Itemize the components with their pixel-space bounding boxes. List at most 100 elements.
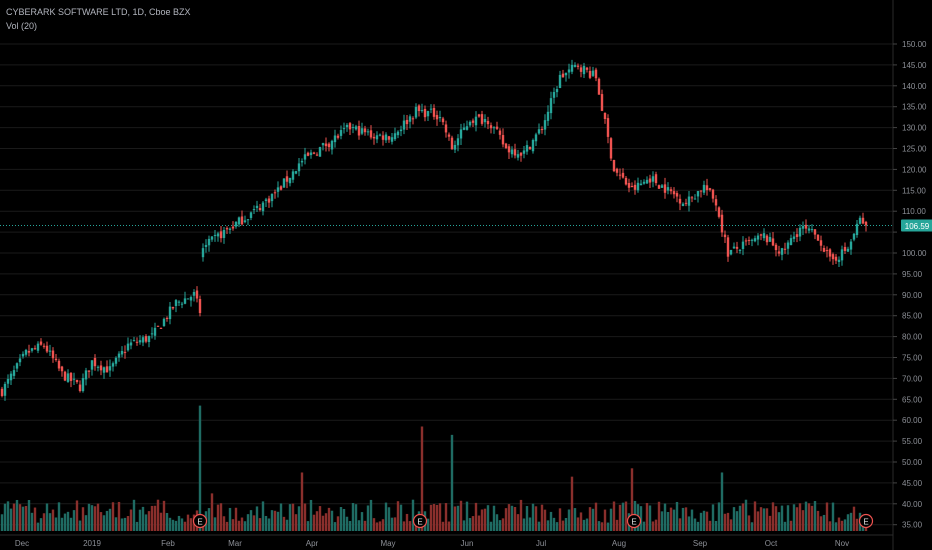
volume-bar [165,512,169,531]
price-tick-label: 65.00 [902,395,923,404]
candle-body [570,64,574,72]
volume-bar [288,504,292,531]
candle-body [540,129,544,131]
volume-bar [273,510,277,531]
volume-bar [327,507,331,531]
volume-bar [717,502,721,531]
candle-body [261,202,265,212]
price-tick-label: 145.00 [902,61,927,70]
earnings-marker-label: E [417,518,422,527]
volume-bar [399,504,403,531]
earnings-marker[interactable] [858,513,874,529]
candle-body [780,248,784,255]
candle-body [192,292,196,296]
candle-body [588,70,592,78]
candle-body [768,236,772,242]
candle-body [600,94,604,111]
candle-body [495,126,499,129]
candle-body [255,205,259,209]
volume-bar [156,499,160,531]
candle-body [846,248,850,252]
volume-bar [588,507,592,531]
volume-bar [537,521,541,531]
volume-bar [276,511,280,531]
candle-body [627,183,631,188]
volume-bar [747,515,751,531]
volume-bar [15,499,19,531]
volume-bar [708,520,712,531]
candle-body [9,373,13,381]
volume-bar [486,505,490,531]
time-tick-label: Oct [765,539,778,548]
volume-bar [405,513,409,531]
candle-body [666,187,670,191]
candle-body [180,303,184,305]
candle-body [771,238,775,246]
candle-body [237,217,241,225]
candle-body [606,118,610,137]
candle-body [834,256,838,261]
candle-body [426,111,430,117]
candle-body [651,176,655,182]
candle-body [615,168,619,173]
volume-bar [171,519,175,531]
volume-bar [372,518,376,531]
volume-bar [798,503,802,531]
candle-body [732,246,736,249]
price-tick-label: 125.00 [902,145,927,154]
candle-body [714,199,718,206]
candle-body [432,108,436,117]
volume-bar [45,503,49,531]
candle-body [603,112,607,120]
volume-bar [84,515,88,531]
candle-body [213,234,217,236]
volume-bar [687,516,691,531]
price-axis[interactable]: 35.00 40.00 45.00 50.00 55.00 60.00 65.00 70.00… [892,0,927,550]
candle-body [657,185,661,189]
candle-body [102,367,106,373]
candle-body [132,340,136,342]
candle-body [408,116,412,122]
candle-body [69,372,73,381]
candle-body [795,234,799,237]
candle-body [444,124,448,133]
candle-body [561,73,565,78]
candle-body [357,126,361,136]
candle-body [33,348,37,350]
candle-body [552,92,556,98]
time-axis[interactable]: Dec 2019 Feb Mar Apr May Jun Jul Aug Sep Oct Nov [0,534,893,548]
candle-body [114,357,118,364]
candle-body [138,340,142,343]
candle-body [315,154,319,156]
volume-bar [453,506,457,531]
earnings-marker[interactable] [626,513,642,529]
candle-body [156,325,160,327]
candle-body [351,127,355,129]
volume-bar [666,512,670,531]
candle-body [186,298,190,300]
candle-body [843,246,847,251]
candle-body [6,378,10,384]
candle-body [558,74,562,89]
volume-bar [594,502,598,531]
candle-body [90,360,94,370]
candle-body [801,226,805,229]
volume-bar [783,521,787,531]
volume-bar [48,513,52,531]
candle-body [774,244,778,251]
candle-body [690,197,694,199]
candle-body [849,241,853,250]
candle-body [45,345,49,352]
volume-bar [528,517,532,531]
earnings-marker[interactable] [192,513,208,529]
candle-body [591,70,595,76]
volume-bars [0,405,868,531]
candle-body [354,126,358,130]
candle-body [177,301,181,303]
candle-body [792,236,796,239]
candle-body [123,351,127,353]
earnings-marker[interactable] [412,513,428,529]
time-tick-label: 2019 [83,539,101,548]
